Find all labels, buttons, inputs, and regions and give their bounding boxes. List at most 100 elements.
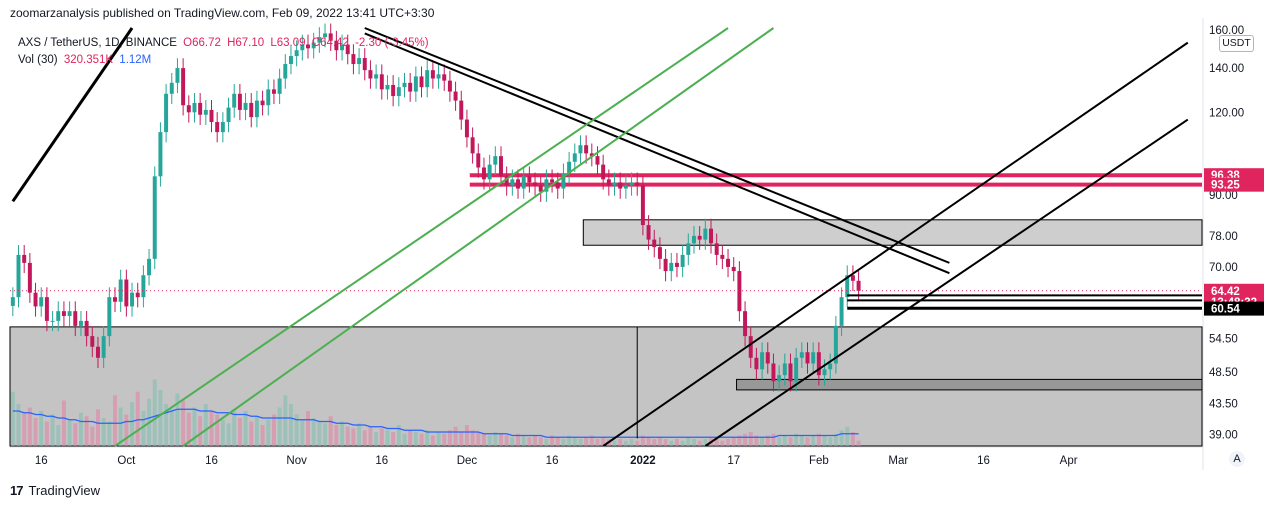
candle-body[interactable] — [430, 70, 435, 79]
descending-line-2[interactable] — [364, 32, 950, 275]
candle-body[interactable] — [788, 363, 793, 382]
candle-body[interactable] — [39, 297, 44, 307]
candle-body[interactable] — [850, 275, 855, 281]
candle-body[interactable] — [385, 84, 390, 90]
candle-body[interactable] — [640, 185, 645, 226]
candle-body[interactable] — [737, 271, 742, 312]
candle-body[interactable] — [828, 363, 833, 370]
black-channel-lower[interactable] — [704, 118, 1189, 447]
candle-body[interactable] — [374, 74, 379, 79]
candle-body[interactable] — [340, 44, 345, 51]
candle-body[interactable] — [521, 176, 526, 189]
candle-body[interactable] — [203, 109, 208, 115]
candle-body[interactable] — [481, 167, 486, 180]
descending-line-1[interactable] — [364, 27, 950, 264]
candle-body[interactable] — [839, 297, 844, 326]
candle-body[interactable] — [368, 70, 373, 79]
candle-body[interactable] — [56, 311, 61, 321]
candle-body[interactable] — [317, 37, 322, 43]
price-axis[interactable]: 160.00 140.00 120.00 90.00 78.00 70.00 54.50 48… — [1202, 0, 1280, 509]
candle-body[interactable] — [697, 235, 702, 240]
candle-body[interactable] — [442, 74, 447, 81]
candle-body[interactable] — [811, 352, 816, 364]
green-channel-lower[interactable] — [182, 27, 775, 447]
candle-body[interactable] — [78, 320, 83, 326]
candle-body[interactable] — [731, 266, 736, 272]
candle-body[interactable] — [101, 336, 106, 358]
upper-left-trendline[interactable] — [11, 27, 134, 203]
candle-body[interactable] — [44, 297, 49, 321]
candle-body[interactable] — [436, 74, 441, 79]
candle-body[interactable] — [294, 50, 299, 57]
candle-body[interactable] — [555, 182, 560, 189]
candle-body[interactable] — [181, 68, 186, 106]
candle-body[interactable] — [345, 44, 350, 55]
candle-body[interactable] — [845, 275, 850, 298]
candle-body[interactable] — [493, 156, 498, 165]
candle-body[interactable] — [22, 254, 27, 263]
candle-body[interactable] — [311, 42, 316, 49]
candle-body[interactable] — [158, 132, 163, 177]
candle-body[interactable] — [107, 297, 112, 337]
candle-body[interactable] — [328, 33, 333, 41]
candle-body[interactable] — [271, 89, 276, 94]
drawing-lines-layer[interactable] — [11, 27, 1202, 447]
candle-body[interactable] — [754, 357, 759, 370]
candle-body[interactable] — [464, 119, 469, 138]
candle-body[interactable] — [538, 185, 543, 192]
candle-body[interactable] — [192, 102, 197, 113]
candle-body[interactable] — [67, 311, 72, 316]
candle-body[interactable] — [334, 40, 339, 51]
candle-body[interactable] — [533, 182, 538, 186]
candle-body[interactable] — [175, 68, 180, 83]
candle-body[interactable] — [84, 320, 89, 337]
candle-body[interactable] — [584, 145, 589, 154]
candle-body[interactable] — [550, 179, 555, 183]
candle-body[interactable] — [748, 336, 753, 358]
time-axis[interactable]: 16 Oct 16 Nov 16 Dec 16 2022 17 Feb Mar 16 Apr — [10, 446, 1203, 467]
footer-branding[interactable]: 17 TradingView — [10, 483, 100, 498]
candle-body[interactable] — [402, 82, 407, 88]
candle-body[interactable] — [504, 176, 509, 186]
candle-body[interactable] — [141, 275, 146, 298]
candle-body[interactable] — [765, 352, 770, 364]
candle-body[interactable] — [589, 153, 594, 157]
candle-body[interactable] — [459, 100, 464, 120]
candle-body[interactable] — [703, 228, 708, 240]
candle-body[interactable] — [635, 182, 640, 186]
candle-body[interactable] — [50, 320, 55, 322]
candle-body[interactable] — [288, 56, 293, 65]
volume-label[interactable]: Vol (30) — [18, 54, 58, 66]
candle-body[interactable] — [447, 80, 452, 92]
candle-body[interactable] — [516, 179, 521, 189]
candle-body[interactable] — [152, 176, 157, 259]
candle-body[interactable] — [323, 33, 328, 38]
supply-zone[interactable] — [582, 219, 1203, 246]
candle-body[interactable] — [709, 228, 713, 244]
candle-body[interactable] — [33, 292, 38, 307]
candle-body[interactable] — [27, 262, 32, 293]
candle-body[interactable] — [499, 156, 503, 177]
candle-body[interactable] — [237, 93, 242, 110]
candle-body[interactable] — [135, 292, 140, 298]
candle-body[interactable] — [680, 254, 685, 267]
candle-body[interactable] — [90, 336, 95, 347]
candles-layer[interactable] — [10, 23, 1202, 392]
candle-body[interactable] — [425, 70, 430, 88]
candle-body[interactable] — [391, 84, 396, 97]
auto-scale-button[interactable]: A — [1229, 451, 1245, 467]
candle-body[interactable] — [396, 87, 401, 97]
candle-body[interactable] — [124, 279, 129, 307]
candle-body[interactable] — [646, 225, 651, 240]
candle-body[interactable] — [266, 89, 271, 106]
candle-body[interactable] — [470, 137, 475, 154]
candle-body[interactable] — [476, 153, 481, 168]
candle-body[interactable] — [198, 102, 203, 115]
candle-body[interactable] — [601, 164, 606, 180]
candle-body[interactable] — [277, 78, 282, 94]
candle-body[interactable] — [243, 102, 248, 110]
candle-body[interactable] — [743, 311, 748, 337]
candle-body[interactable] — [306, 44, 310, 49]
candle-body[interactable] — [544, 179, 549, 192]
candle-body[interactable] — [799, 352, 804, 358]
